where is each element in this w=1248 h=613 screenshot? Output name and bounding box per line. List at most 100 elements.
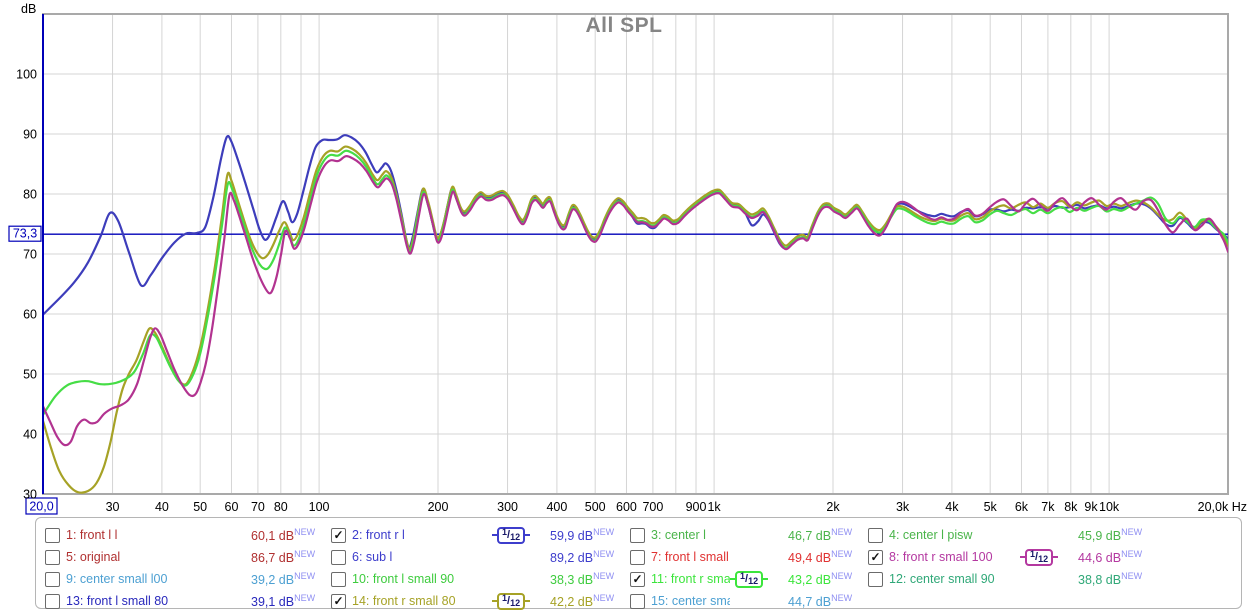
legend-entry-label: 13: front l small 80 bbox=[66, 594, 169, 608]
legend-entry-label: 3: center l bbox=[651, 528, 706, 542]
trace-visible-checkbox[interactable] bbox=[45, 593, 60, 609]
y-tick-label: 90 bbox=[23, 128, 37, 142]
trace-visible-checkbox[interactable]: ✓ bbox=[331, 527, 346, 543]
measurement-legend: 1: front l l 60,1 dBNEW ✓ 2: front r l 1/12 5… bbox=[35, 517, 1242, 612]
x-tick-label: 200 bbox=[428, 500, 449, 514]
trace-visible-checkbox[interactable] bbox=[630, 527, 645, 543]
legend-entry[interactable]: 10: front l small 90 38,3 dBNEW bbox=[331, 568, 630, 590]
trace-visible-checkbox[interactable] bbox=[630, 593, 645, 609]
smoothing-badge-slot: 1/12 bbox=[730, 570, 788, 588]
legend-entry-label: 11: front r small 90 bbox=[651, 572, 730, 586]
x-tick-label: 400 bbox=[546, 500, 567, 514]
new-flag: NEW bbox=[1121, 548, 1143, 559]
legend-entry-value: 44,7 dBNEW bbox=[788, 592, 853, 610]
y-tick-label: 70 bbox=[23, 248, 37, 262]
legend-entry-label: 1: front l l bbox=[66, 528, 118, 542]
legend-entry-value: 89,2 dBNEW bbox=[550, 548, 615, 566]
x-tick-label: 100 bbox=[309, 500, 330, 514]
x-tick-label: 600 bbox=[616, 500, 637, 514]
new-flag: NEW bbox=[593, 526, 615, 537]
x-tick-label: 2k bbox=[826, 500, 840, 514]
x-tick-label: 50 bbox=[193, 500, 207, 514]
trace-visible-checkbox[interactable]: ✓ bbox=[868, 549, 883, 565]
x-tick-label: 6k bbox=[1015, 500, 1029, 514]
x-tick-label: 700 bbox=[642, 500, 663, 514]
trace-visible-checkbox[interactable] bbox=[45, 549, 60, 565]
legend-entry-label: 9: center small l00 bbox=[66, 572, 168, 586]
legend-entry[interactable]: ✓ 11: front r small 901/12 43,2 dBNEW bbox=[630, 568, 868, 590]
x-tick-label: 7k bbox=[1041, 500, 1055, 514]
x-tick-label: 500 bbox=[585, 500, 606, 514]
new-flag: NEW bbox=[294, 548, 316, 559]
smoothing-1-12-badge: 1/12 bbox=[492, 592, 531, 610]
trace-visible-checkbox[interactable] bbox=[868, 527, 883, 543]
legend-entry-label: 10: front l small 90 bbox=[352, 572, 455, 586]
x-tick-label: 10k bbox=[1099, 500, 1120, 514]
smoothing-badge-slot: 1/12 bbox=[492, 526, 550, 544]
legend-entry[interactable]: 5: original 86,7 dBNEW bbox=[45, 546, 331, 568]
legend-entry-label: 6: sub l bbox=[352, 550, 393, 564]
trace-visible-checkbox[interactable] bbox=[331, 549, 346, 565]
new-flag: NEW bbox=[1121, 570, 1143, 581]
new-flag: NEW bbox=[831, 548, 853, 559]
x-axis-end-label: 20,0k Hz bbox=[1198, 500, 1247, 514]
y-tick-label: 100 bbox=[16, 68, 37, 82]
legend-entry[interactable]: 6: sub l 89,2 dBNEW bbox=[331, 546, 630, 568]
new-flag: NEW bbox=[294, 526, 316, 537]
y-tick-label: 40 bbox=[23, 428, 37, 442]
legend-entry-label: 5: original bbox=[66, 550, 121, 564]
legend-entry-value: 49,4 dBNEW bbox=[788, 548, 853, 566]
new-flag: NEW bbox=[1121, 526, 1143, 537]
legend-entry-label: 2: front r l bbox=[352, 528, 405, 542]
legend-entry-value: 86,7 dBNEW bbox=[251, 548, 316, 566]
y-axis-unit: dB bbox=[21, 2, 36, 16]
trace-visible-checkbox[interactable]: ✓ bbox=[630, 571, 645, 587]
legend-entry[interactable]: 9: center small l00 39,2 dBNEW bbox=[45, 568, 331, 590]
x-tick-label: 8k bbox=[1064, 500, 1078, 514]
legend-entry[interactable]: 12: center small 90 38,8 dBNEW bbox=[868, 568, 1158, 590]
y-tick-label: 80 bbox=[23, 188, 37, 202]
legend-entry-label: 14: front r small 80 bbox=[352, 594, 456, 608]
x-tick-label: 9k bbox=[1084, 500, 1098, 514]
smoothing-1-12-badge: 1/12 bbox=[730, 570, 769, 588]
legend-entry-value: 44,6 dBNEW bbox=[1078, 548, 1143, 566]
trace-14 bbox=[43, 145, 1228, 494]
legend-entry[interactable]: 3: center l 46,7 dBNEW bbox=[630, 524, 868, 546]
legend-entry[interactable]: ✓ 14: front r small 80 1/12 42,2 dBNEW bbox=[331, 590, 630, 612]
trace-visible-checkbox[interactable] bbox=[331, 571, 346, 587]
x-tick-label: 5k bbox=[984, 500, 998, 514]
legend-entry-label: 15: center small 80 bbox=[651, 594, 730, 608]
trace-visible-checkbox[interactable] bbox=[45, 527, 60, 543]
x-tick-label: 4k bbox=[945, 500, 959, 514]
x-tick-label: 1k bbox=[707, 500, 721, 514]
legend-entry[interactable]: 15: center small 80 44,7 dBNEW bbox=[630, 590, 868, 612]
legend-entry[interactable]: 1: front l l 60,1 dBNEW bbox=[45, 524, 331, 546]
legend-entry[interactable]: ✓ 8: front r small 100 1/12 44,6 dBNEW bbox=[868, 546, 1158, 568]
trace-visible-checkbox[interactable] bbox=[630, 549, 645, 565]
trace-visible-checkbox[interactable] bbox=[868, 571, 883, 587]
legend-entry[interactable]: 4: center l pisw 45,9 dBNEW bbox=[868, 524, 1158, 546]
legend-entry[interactable]: 13: front l small 80 39,1 dBNEW bbox=[45, 590, 331, 612]
x-tick-label: 80 bbox=[274, 500, 288, 514]
x-tick-label: 30 bbox=[106, 500, 120, 514]
smoothing-badge-slot: 1/12 bbox=[1020, 548, 1078, 566]
legend-entry[interactable]: 7: front l small 100 49,4 dBNEW bbox=[630, 546, 868, 568]
legend-entry-label: 7: front l small 100 bbox=[651, 550, 730, 564]
legend-entry[interactable]: ✓ 2: front r l 1/12 59,9 dBNEW bbox=[331, 524, 630, 546]
trace-11 bbox=[43, 149, 1228, 416]
legend-entry-label: 12: center small 90 bbox=[889, 572, 995, 586]
trace-8 bbox=[43, 155, 1228, 447]
trace-visible-checkbox[interactable]: ✓ bbox=[331, 593, 346, 609]
svg-text:73,3: 73,3 bbox=[13, 227, 37, 241]
legend-empty-cell bbox=[868, 590, 1158, 612]
x-tick-label: 60 bbox=[225, 500, 239, 514]
spl-graph[interactable]: 73,3 20,0 dB 100 90 80 70 60 50 40 30 30 40 50 60 70 80 1… bbox=[0, 0, 1248, 516]
legend-entry-value: 59,9 dBNEW bbox=[550, 526, 615, 544]
smoothing-badge-slot: 1/12 bbox=[492, 592, 550, 610]
trace-visible-checkbox[interactable] bbox=[45, 571, 60, 587]
new-flag: NEW bbox=[593, 570, 615, 581]
smoothing-1-12-badge: 1/12 bbox=[492, 526, 531, 544]
cursor-level-readout: 73,3 bbox=[8, 225, 42, 242]
legend-entry-label: 8: front r small 100 bbox=[889, 550, 993, 564]
